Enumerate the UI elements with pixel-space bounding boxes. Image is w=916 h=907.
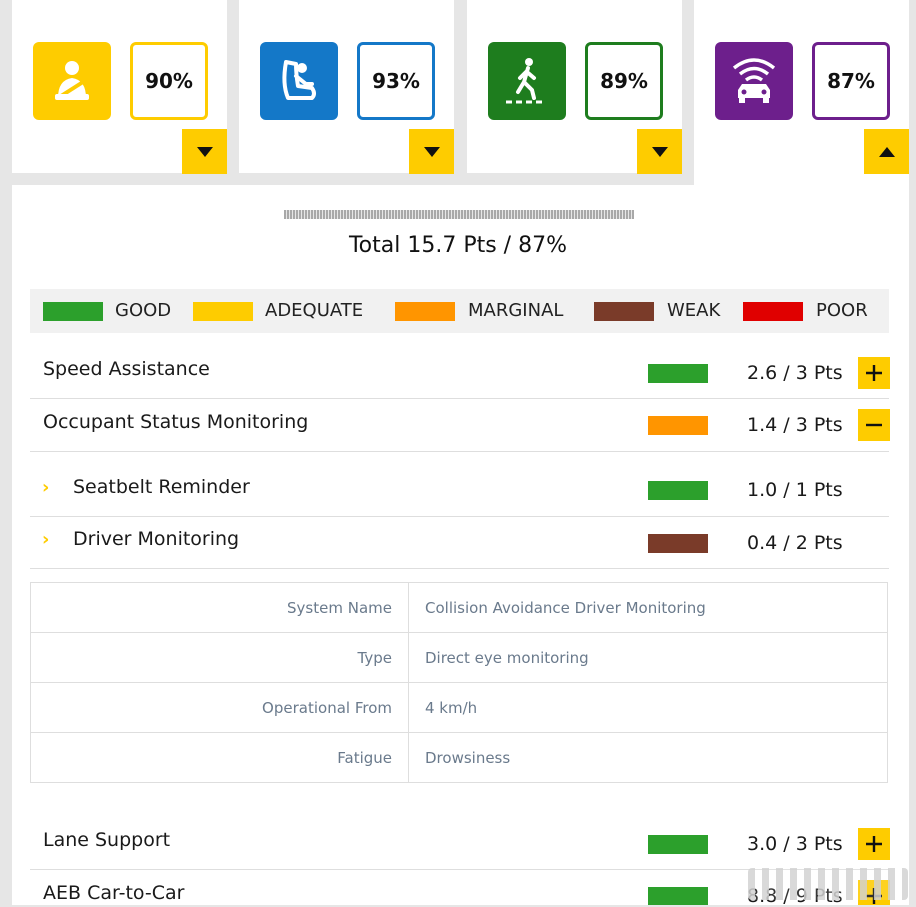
category-score: 87% — [812, 42, 890, 120]
row-points: 1.0 / 1 Pts — [747, 479, 843, 501]
rating-bar-good — [648, 364, 708, 383]
plus-icon — [866, 365, 882, 381]
legend-swatch-poor — [743, 302, 803, 321]
legend-label-weak: WEAK — [667, 300, 721, 321]
collapse-toggle-button[interactable] — [864, 129, 909, 174]
divider — [30, 869, 889, 870]
child-seat-icon — [260, 42, 338, 120]
detail-key: Type — [30, 632, 409, 683]
rating-bar-good — [648, 887, 708, 905]
detail-value: 4 km/h — [408, 682, 888, 733]
detail-value: Direct eye monitoring — [408, 632, 888, 683]
category-score: 90% — [130, 42, 208, 120]
drag-handle[interactable] — [284, 210, 634, 219]
legend-label-adequate: ADEQUATE — [265, 300, 364, 321]
chevron-down-icon — [651, 146, 668, 157]
table-row: Fatigue Drowsiness — [30, 732, 888, 783]
row-label-occupant-status-monitoring: Occupant Status Monitoring — [43, 411, 309, 433]
row-label-aeb-car-to-car: AEB Car-to-Car — [43, 882, 185, 904]
chevron-right-icon[interactable]: › — [42, 529, 50, 550]
pedestrian-crossing-icon — [488, 42, 566, 120]
row-points: 0.4 / 2 Pts — [747, 532, 843, 554]
chevron-up-icon — [878, 146, 895, 157]
legend-label-good: GOOD — [115, 300, 172, 321]
category-card-child-occupant[interactable]: 93% — [239, 0, 454, 174]
divider — [30, 451, 889, 452]
collapse-row-button[interactable] — [858, 409, 890, 441]
category-card-adult-occupant[interactable]: 90% — [12, 0, 227, 174]
divider — [30, 398, 889, 399]
minus-icon — [866, 423, 882, 427]
chevron-right-icon[interactable]: › — [42, 477, 50, 498]
category-score: 89% — [585, 42, 663, 120]
table-row: Type Direct eye monitoring — [30, 632, 888, 683]
divider — [30, 568, 889, 569]
car-sensor-waves-icon — [715, 42, 793, 120]
subrow-label-seatbelt-reminder[interactable]: Seatbelt Reminder — [73, 476, 250, 498]
category-card-safety-assist[interactable]: 87% — [694, 0, 909, 185]
category-score: 93% — [357, 42, 435, 120]
legend-swatch-weak — [594, 302, 654, 321]
expand-toggle-button[interactable] — [409, 129, 454, 174]
detail-value: Drowsiness — [408, 732, 888, 783]
detail-key: Operational From — [30, 682, 409, 733]
rating-bar-good — [648, 481, 708, 500]
detail-key: Fatigue — [30, 732, 409, 783]
subrow-label-driver-monitoring[interactable]: Driver Monitoring — [73, 528, 240, 550]
category-card-vulnerable-road-users[interactable]: 89% — [467, 0, 682, 174]
rating-bar-marginal — [648, 416, 708, 435]
adult-occupant-seatbelt-icon — [33, 42, 111, 120]
rating-bar-good — [648, 835, 708, 854]
chevron-down-icon — [423, 146, 440, 157]
row-label-speed-assistance: Speed Assistance — [43, 358, 210, 380]
chevron-down-icon — [196, 146, 213, 157]
legend-swatch-good — [43, 302, 103, 321]
expand-toggle-button[interactable] — [637, 129, 682, 174]
detail-value: Collision Avoidance Driver Monitoring — [425, 598, 706, 617]
legend-swatch-adequate — [193, 302, 253, 321]
watermark — [748, 868, 908, 900]
row-points: 1.4 / 3 Pts — [747, 414, 843, 436]
expand-row-button[interactable] — [858, 357, 890, 389]
legend-label-marginal: MARGINAL — [468, 300, 564, 321]
row-label-lane-support: Lane Support — [43, 829, 171, 851]
legend-label-poor: POOR — [816, 300, 868, 321]
row-points: 2.6 / 3 Pts — [747, 362, 843, 384]
total-score: Total 15.7 Pts / 87% — [348, 233, 567, 258]
driver-monitoring-details-table: System Name Collision Avoidance Driver M… — [30, 582, 888, 783]
rating-bar-weak — [648, 534, 708, 553]
rating-legend: GOOD ADEQUATE MARGINAL WEAK POOR — [30, 289, 889, 333]
row-points: 3.0 / 3 Pts — [747, 833, 843, 855]
plus-icon — [866, 836, 882, 852]
table-row: System Name Collision Avoidance Driver M… — [30, 582, 888, 633]
table-row: Operational From 4 km/h — [30, 682, 888, 733]
legend-swatch-marginal — [395, 302, 455, 321]
divider — [30, 516, 889, 517]
expand-toggle-button[interactable] — [182, 129, 227, 174]
detail-key: System Name — [30, 582, 409, 633]
expand-row-button[interactable] — [858, 828, 890, 860]
